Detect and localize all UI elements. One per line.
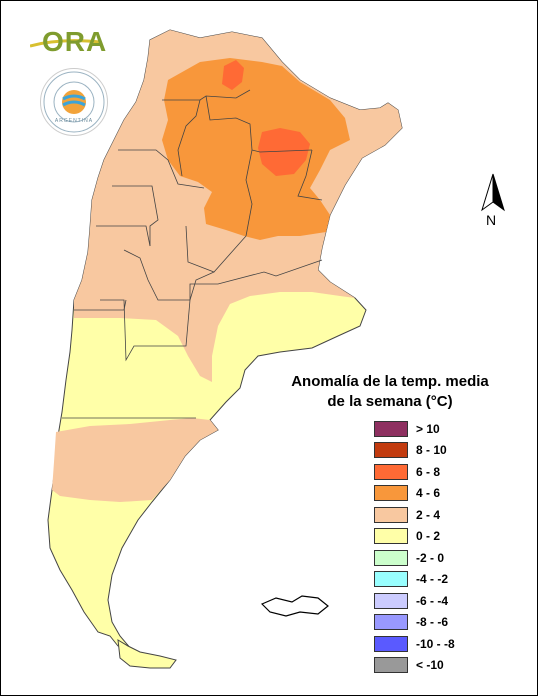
north-arrow-icon <box>481 173 505 212</box>
legend-item: > 10 <box>374 418 455 440</box>
legend-label: -10 - -8 <box>416 636 455 651</box>
legend-label: < -10 <box>416 658 444 673</box>
anomaly-2-4-patagonia <box>52 418 218 502</box>
legend-swatch <box>374 635 408 652</box>
legend-swatch <box>374 614 408 631</box>
anomaly-6-8-east <box>258 128 310 176</box>
legend-swatch <box>374 442 408 459</box>
legend-title-line2: de la semana (°C) <box>327 393 453 410</box>
tierra-del-fuego <box>117 639 177 669</box>
legend-label: -8 - -6 <box>416 615 449 630</box>
legend-item: < -10 <box>374 655 455 677</box>
legend-swatch <box>374 485 408 502</box>
legend-item: 2 - 4 <box>374 504 455 526</box>
legend-swatch <box>374 506 408 523</box>
legend-label: 8 - 10 <box>416 443 447 458</box>
legend-item: 0 - 2 <box>374 526 455 548</box>
smn-seal-icon <box>43 71 105 133</box>
legend: > 10 8 - 10 6 - 8 4 - 6 2 - 4 0 - 2 -2 - 0 -4 -… <box>374 418 455 676</box>
seal-caption: ARGENTINA <box>54 118 94 124</box>
legend-label: 6 - 8 <box>416 464 441 479</box>
legend-label: -2 - 0 <box>416 550 445 565</box>
ora-logo: ORA <box>30 24 110 64</box>
legend-item: -6 - -4 <box>374 590 455 612</box>
legend-item: -8 - -6 <box>374 612 455 634</box>
legend-item: -2 - 0 <box>374 547 455 569</box>
legend-label: 2 - 4 <box>416 507 441 522</box>
legend-label: -6 - -4 <box>416 593 449 608</box>
legend-swatch <box>374 420 408 437</box>
legend-swatch <box>374 657 408 674</box>
legend-label: 4 - 6 <box>416 486 441 501</box>
legend-item: 4 - 6 <box>374 483 455 505</box>
ora-swoosh-icon <box>30 39 100 48</box>
legend-title: Anomalía de la temp. media de la semana … <box>280 372 500 412</box>
anomaly-4-6 <box>162 58 350 240</box>
smn-seal-logo: ARGENTINA <box>40 68 108 136</box>
legend-title-line1: Anomalía de la temp. media <box>291 373 489 390</box>
legend-item: -4 - -2 <box>374 569 455 591</box>
legend-label: 0 - 2 <box>416 529 441 544</box>
legend-swatch <box>374 463 408 480</box>
legend-swatch <box>374 592 408 609</box>
malvinas-islands <box>260 595 329 617</box>
anomaly-6-8-north <box>222 60 244 90</box>
legend-item: 8 - 10 <box>374 440 455 462</box>
north-label: N <box>486 212 497 228</box>
legend-item: 6 - 8 <box>374 461 455 483</box>
legend-label: > 10 <box>416 421 440 436</box>
legend-swatch <box>374 528 408 545</box>
legend-item: -10 - -8 <box>374 633 455 655</box>
province-boundaries <box>62 89 323 419</box>
legend-swatch <box>374 549 408 566</box>
legend-swatch <box>374 571 408 588</box>
legend-label: -4 - -2 <box>416 572 449 587</box>
ora-logo-text: ORA <box>42 26 108 57</box>
